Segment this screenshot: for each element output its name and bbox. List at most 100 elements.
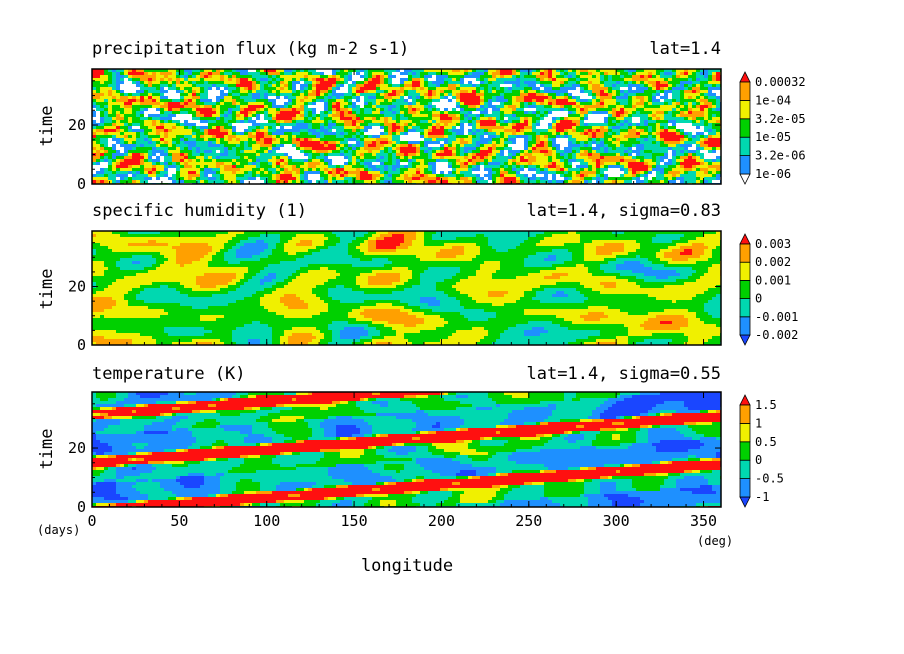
- heatmap-cell: [172, 78, 177, 82]
- heatmap-cell: [412, 108, 417, 112]
- heatmap-cell: [420, 135, 425, 139]
- heatmap-cell: [436, 81, 441, 85]
- heatmap-cell: [572, 69, 577, 73]
- heatmap-cell: [148, 138, 153, 142]
- heatmap-cell: [628, 150, 633, 154]
- heatmap-cell: [592, 96, 597, 100]
- heatmap-cell: [228, 105, 233, 109]
- heatmap-cell: [524, 90, 529, 94]
- heatmap-cell: [360, 153, 365, 157]
- heatmap-cell: [520, 153, 525, 157]
- heatmap-cell: [356, 138, 361, 142]
- heatmap-cell: [704, 111, 709, 115]
- heatmap-cell: [308, 138, 313, 142]
- heatmap-cell: [320, 159, 325, 163]
- heatmap-cell: [164, 141, 169, 145]
- heatmap-cell: [692, 111, 697, 115]
- heatmap-cell: [244, 132, 249, 136]
- heatmap-cell: [616, 147, 621, 151]
- heatmap-cell: [216, 108, 221, 112]
- heatmap-cell: [344, 90, 349, 94]
- heatmap-cell: [572, 105, 577, 109]
- heatmap-cell: [584, 99, 589, 103]
- heatmap-cell: [300, 117, 305, 121]
- heatmap-cell: [260, 111, 265, 115]
- heatmap-cell: [564, 102, 569, 106]
- heatmap-cell: [160, 78, 165, 82]
- heatmap-cell: [236, 99, 241, 103]
- heatmap-cell: [668, 144, 673, 148]
- heatmap-cell: [356, 135, 361, 139]
- heatmap-cell: [452, 141, 457, 145]
- heatmap-cell: [160, 90, 165, 94]
- heatmap-cell: [384, 90, 389, 94]
- heatmap-cell: [524, 123, 529, 127]
- heatmap-cell: [480, 75, 485, 79]
- heatmap-cell: [244, 135, 249, 139]
- heatmap-cell: [556, 108, 561, 112]
- heatmap-cell: [512, 150, 517, 154]
- heatmap-cell: [160, 162, 165, 166]
- heatmap-cell: [480, 108, 485, 112]
- heatmap-cell: [184, 117, 189, 121]
- heatmap-cell: [680, 81, 685, 85]
- heatmap-cell: [596, 108, 601, 112]
- heatmap-cell: [620, 90, 625, 94]
- heatmap-cell: [424, 84, 429, 88]
- heatmap-cell: [672, 138, 677, 142]
- heatmap-cell: [704, 120, 709, 124]
- heatmap-cell: [524, 81, 529, 85]
- heatmap-cell: [352, 138, 357, 142]
- heatmap-cell: [168, 144, 173, 148]
- heatmap-cell: [588, 123, 593, 127]
- heatmap-cell: [568, 72, 573, 76]
- heatmap-cell: [164, 132, 169, 136]
- heatmap-cell: [432, 162, 437, 166]
- heatmap-cell: [280, 159, 285, 163]
- heatmap-cell: [224, 132, 229, 136]
- heatmap-cell: [280, 90, 285, 94]
- heatmap-cell: [360, 129, 365, 133]
- heatmap-cell: [496, 96, 501, 100]
- heatmap-cell: [372, 132, 377, 136]
- heatmap-cell: [120, 81, 125, 85]
- heatmap-cell: [184, 75, 189, 79]
- heatmap-cell: [312, 126, 317, 130]
- heatmap-cell: [332, 123, 337, 127]
- heatmap-cell: [264, 99, 269, 103]
- heatmap-cell: [288, 72, 293, 76]
- heatmap-cell: [592, 144, 597, 148]
- heatmap-cell: [152, 99, 157, 103]
- heatmap-cell: [396, 159, 401, 163]
- heatmap-cell: [164, 87, 169, 91]
- heatmap-cell: [216, 72, 221, 76]
- heatmap-cell: [100, 129, 105, 133]
- heatmap-cell: [424, 138, 429, 142]
- heatmap-cell: [620, 156, 625, 160]
- heatmap-cell: [432, 96, 437, 100]
- heatmap-cell: [568, 147, 573, 151]
- heatmap-cell: [240, 96, 245, 100]
- heatmap-cell: [320, 87, 325, 91]
- heatmap-cell: [716, 69, 721, 73]
- heatmap-cell: [532, 123, 537, 127]
- heatmap-cell: [344, 147, 349, 151]
- heatmap-cell: [220, 105, 225, 109]
- heatmap-cell: [688, 159, 693, 163]
- heatmap-cell: [268, 87, 273, 91]
- heatmap-cell: [248, 114, 253, 118]
- heatmap-cell: [452, 159, 457, 163]
- heatmap-cell: [424, 99, 429, 103]
- heatmap-cell: [128, 111, 133, 115]
- heatmap-cell: [464, 84, 469, 88]
- heatmap-cell: [336, 147, 341, 151]
- heatmap-cell: [104, 144, 109, 148]
- heatmap-cell: [340, 126, 345, 130]
- heatmap-cell: [560, 144, 565, 148]
- heatmap-cell: [536, 96, 541, 100]
- heatmap-cell: [596, 147, 601, 151]
- heatmap-cell: [644, 126, 649, 130]
- heatmap-cell: [616, 111, 621, 115]
- heatmap-cell: [588, 99, 593, 103]
- heatmap-cell: [532, 102, 537, 106]
